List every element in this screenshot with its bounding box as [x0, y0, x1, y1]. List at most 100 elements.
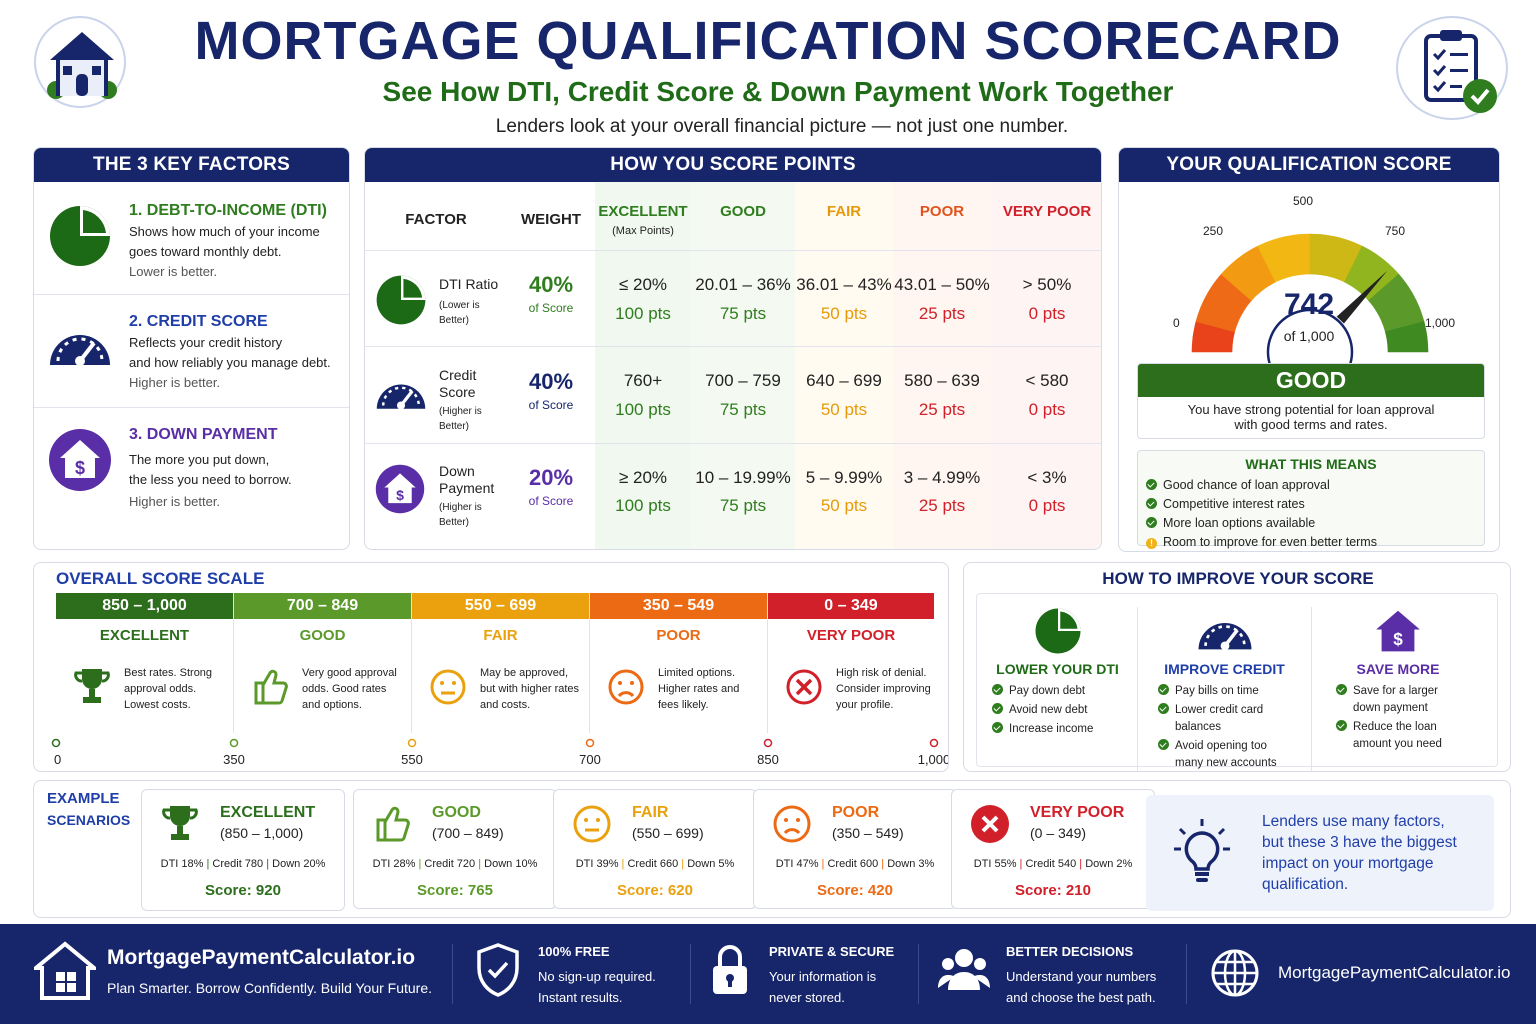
check-icon — [1146, 517, 1157, 528]
list-item: Good chance of loan approval — [1146, 476, 1377, 495]
scale-band-name: FAIR — [483, 627, 518, 644]
row-down-pts-1: 75 pts — [719, 496, 767, 515]
axis-tick-label: 350 — [223, 752, 245, 767]
list-item: ! Room to improve for even better terms — [1146, 533, 1377, 551]
row-credit-pts-3: 25 pts — [918, 400, 966, 419]
pie-chart-icon — [1035, 608, 1080, 654]
svg-text:$: $ — [396, 487, 404, 503]
lightbulb-icon — [1174, 819, 1230, 882]
key-factors-panel: THE 3 KEY FACTORS 1. DEBT-TO-INCOME (DTI… — [33, 147, 350, 550]
list-item: More loan options available — [1146, 514, 1377, 533]
factor-down: $ 3. DOWN PAYMENT The more you put down,… — [34, 408, 349, 549]
footer-private-desc: Your information is never stored. — [769, 969, 877, 1005]
list-item: Avoid opening too — [1158, 738, 1311, 755]
row-credit-pts-1: 75 pts — [719, 400, 767, 419]
tip-line4: qualification. — [1262, 876, 1349, 893]
improve-credit-title: IMPROVE CREDIT — [1164, 661, 1285, 677]
scale-band-name: POOR — [656, 627, 701, 644]
example-name: POOR — [832, 804, 880, 821]
qualification-title: YOUR QUALIFICATION SCORE — [1119, 148, 1499, 182]
row-credit-weight: 40% — [528, 369, 574, 394]
gauge-score-ring — [1266, 308, 1354, 372]
improve-dti-title: LOWER YOUR DTI — [996, 661, 1119, 677]
pie-chart-icon — [50, 206, 110, 266]
example-card: FAIR (550 – 699) DTI 39% | Credit 660 | Do… — [553, 789, 757, 909]
list-item: Increase income — [992, 721, 1137, 738]
example-range: (350 – 549) — [832, 825, 904, 841]
example-card: EXCELLENT (850 – 1,000) DTI 18% | Credit 7… — [141, 789, 345, 911]
factor-down-title: 3. DOWN PAYMENT — [129, 426, 278, 443]
neutral-face-icon — [428, 665, 468, 714]
factor-credit-line2: and how reliably you manage debt. — [129, 355, 331, 370]
clipboard-check-icon — [1424, 30, 1497, 113]
scale-band: 700 – 849 GOOD Very good approval odds. Goo… — [234, 593, 412, 733]
factor-down-line2: the less you need to borrow. — [129, 472, 292, 487]
factor-down-line1: The more you put down, — [129, 452, 270, 467]
scale-band-range: 0 – 349 — [768, 593, 934, 619]
list-item: Save for a larger — [1336, 683, 1484, 700]
list-item-cont: many new accounts — [1175, 757, 1277, 769]
axis-tick-label: 850 — [757, 752, 779, 767]
list-item: Reduce the loan — [1336, 719, 1484, 736]
check-icon — [992, 722, 1003, 733]
scale-band: 850 – 1,000 EXCELLENT Best rates. Strong ap… — [56, 593, 234, 733]
col-excellent: EXCELLENT — [598, 203, 688, 220]
col-fair: FAIR — [826, 203, 862, 220]
examples-label1: EXAMPLE — [47, 790, 120, 807]
shield-check-icon — [477, 943, 519, 997]
x-circle-icon — [784, 665, 824, 714]
lock-icon — [713, 945, 747, 994]
scale-band: 0 – 349 VERY POOR High risk of denial. Cons… — [768, 593, 934, 733]
check-icon — [1336, 720, 1347, 731]
row-credit-pts-4: 0 pts — [1028, 400, 1066, 419]
axis-tick — [51, 738, 61, 748]
sad-face-icon — [772, 802, 812, 851]
scale-band-name: VERY POOR — [806, 627, 896, 644]
list-item-cont: down payment — [1353, 702, 1428, 714]
footer: MortgagePaymentCalculator.io Plan Smarte… — [0, 924, 1536, 1024]
row-dti-pts-4: 0 pts — [1028, 304, 1066, 323]
scale-band-name: GOOD — [299, 627, 346, 644]
list-item: Pay down debt — [992, 683, 1137, 700]
rating-label: GOOD — [1138, 364, 1484, 397]
list-item-cont: amount you need — [1353, 738, 1442, 750]
improve-panel: HOW TO IMPROVE YOUR SCORE LOWER YOUR DTI… — [963, 562, 1511, 772]
house-dollar-icon: $ — [375, 464, 425, 514]
factor-dti-title: 1. DEBT-TO-INCOME (DTI) — [129, 202, 327, 219]
row-credit-name: Credit — [439, 367, 477, 383]
row-dti-range-3: 43.01 – 50% — [894, 275, 990, 294]
axis-tick — [763, 738, 773, 748]
example-card: POOR (350 – 549) DTI 47% | Credit 600 | Do… — [753, 789, 957, 909]
row-dti-range-1: 20.01 – 36% — [695, 275, 791, 294]
scale-band-desc: Best rates. Strong approval odds. Lowest c… — [124, 667, 213, 711]
axis-tick-label: 550 — [401, 752, 423, 767]
gauge-label-0: 0 — [1173, 316, 1180, 330]
people-icon — [938, 949, 990, 990]
check-icon — [992, 684, 1003, 695]
page-tagline: Lenders look at your overall financial p… — [495, 116, 1069, 137]
gauge-label-500: 500 — [1293, 194, 1314, 208]
svg-text:$: $ — [75, 458, 85, 478]
svg-text:$: $ — [1393, 629, 1403, 649]
example-stats: DTI 18% | Credit 780 | Down 20% — [160, 858, 326, 870]
row-credit-range-1: 700 – 759 — [705, 371, 781, 390]
example-score: Score: 420 — [817, 882, 893, 899]
score-scale-panel: OVERALL SCORE SCALE 850 – 1,000 EXCELLENT… — [33, 562, 949, 772]
scale-band-desc: Limited options. Higher rates and fees lik… — [658, 667, 740, 711]
check-icon — [1158, 703, 1169, 714]
factor-credit-title: 2. CREDIT SCORE — [129, 313, 268, 330]
improve-title: HOW TO IMPROVE YOUR SCORE — [1102, 569, 1374, 588]
example-range: (700 – 849) — [432, 825, 504, 841]
row-down-sub1: (Higher is — [439, 502, 482, 513]
gauge-segment — [1387, 343, 1429, 353]
x-circle-icon — [970, 802, 1010, 851]
example-name: FAIR — [632, 804, 669, 821]
row-dti-weight-sub: of Score — [528, 301, 574, 315]
axis-tick — [929, 738, 939, 748]
row-down-sub2: Better) — [439, 517, 470, 528]
row-dti-pts-2: 50 pts — [820, 304, 868, 323]
improve-col-credit: IMPROVE CREDIT Pay bills on time Lower c… — [1138, 607, 1312, 771]
gauge-label-750: 750 — [1385, 224, 1406, 238]
row-dti-pts-0: 100 pts — [615, 304, 671, 323]
tip-line1: Lenders use many factors, — [1262, 813, 1445, 830]
